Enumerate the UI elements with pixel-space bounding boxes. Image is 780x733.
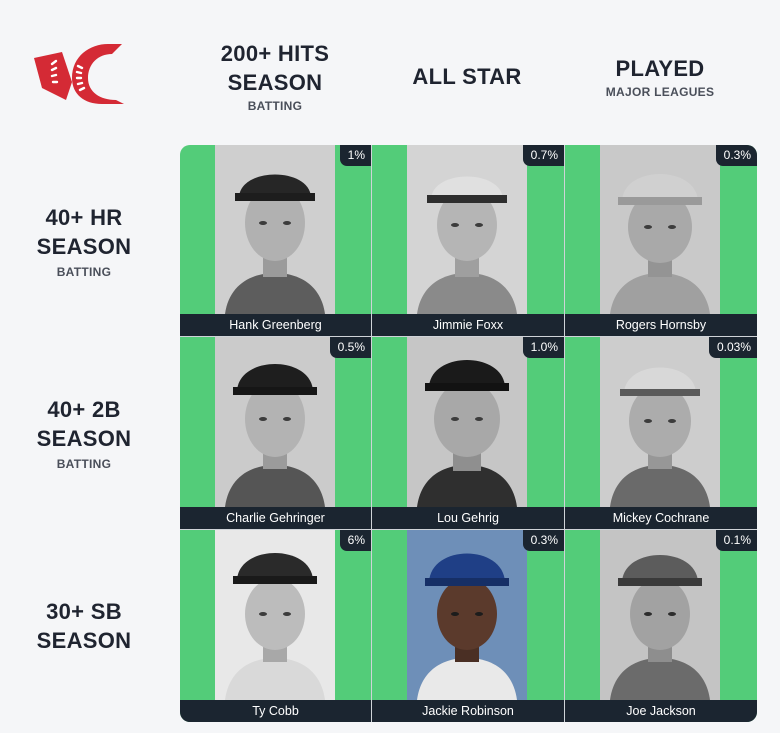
grid-cell-r3-c3[interactable]: 0.1% Joe Jackson: [565, 530, 757, 722]
grid-cell-r1-c2[interactable]: 0.7% Jimmie Foxx: [372, 145, 564, 336]
player-name: Jimmie Foxx: [372, 314, 564, 336]
player-name: Hank Greenberg: [180, 314, 371, 336]
player-photo: [407, 337, 527, 507]
rarity-percent: 1%: [339, 145, 371, 166]
rarity-percent: 0.1%: [715, 530, 757, 551]
player-name: Joe Jackson: [565, 700, 757, 722]
column-header-2-title: ALL STAR: [412, 63, 522, 89]
column-header-1-title: 200+ HITS SEASON: [220, 41, 330, 95]
grid-cell-r3-c1[interactable]: 6% Ty Cobb: [180, 530, 371, 722]
player-photo: [407, 530, 527, 700]
column-header-3-subtitle: MAJOR LEAGUES: [605, 84, 715, 99]
rarity-percent: 6%: [339, 530, 371, 551]
player-name: Jackie Robinson: [372, 700, 564, 722]
answer-grid: 1% Hank Greenberg 0.7% Jimmie Foxx: [180, 145, 757, 722]
rarity-percent: 0.3%: [715, 145, 757, 166]
player-photo: [215, 530, 335, 700]
player-photo: [600, 530, 720, 700]
row-header-1: 40+ HR SEASON BATTING: [0, 145, 168, 336]
column-header-1-subtitle: BATTING: [247, 99, 303, 113]
grid-cell-r1-c1[interactable]: 1% Hank Greenberg: [180, 145, 371, 336]
player-name: Ty Cobb: [180, 700, 371, 722]
row-header-3: 30+ SB SEASON: [0, 530, 168, 722]
player-photo: [215, 145, 335, 314]
rarity-percent: 0.03%: [708, 337, 757, 358]
row-header-1-title: 40+ HR SEASON: [36, 204, 132, 259]
column-header-2: ALL STAR: [372, 30, 562, 122]
column-header-3-title: PLAYED: [615, 55, 705, 81]
rarity-percent: 1.0%: [522, 337, 564, 358]
player-name: Mickey Cochrane: [565, 507, 757, 529]
player-name: Charlie Gehringer: [180, 507, 371, 529]
player-photo: [407, 145, 527, 314]
row-header-2: 40+ 2B SEASON BATTING: [0, 337, 168, 529]
grid-cell-r2-c1[interactable]: 0.5% Charlie Gehringer: [180, 337, 371, 529]
row-header-3-title: 30+ SB SEASON: [36, 599, 132, 653]
column-header-3: PLAYED MAJOR LEAGUES: [565, 30, 755, 122]
rarity-percent: 0.5%: [329, 337, 371, 358]
player-name: Rogers Hornsby: [565, 314, 757, 336]
rarity-percent: 0.7%: [522, 145, 564, 166]
row-header-1-subtitle: BATTING: [56, 264, 112, 279]
player-photo: [215, 337, 335, 507]
grid-cell-r3-c2[interactable]: 0.3% Jackie Robinson: [372, 530, 564, 722]
grid-cell-r2-c3[interactable]: 0.03% Mickey Cochrane: [565, 337, 757, 529]
player-photo: [600, 337, 720, 507]
baseball-logo-icon[interactable]: [32, 38, 128, 106]
rarity-percent: 0.3%: [522, 530, 564, 551]
player-name: Lou Gehrig: [372, 507, 564, 529]
row-header-2-subtitle: BATTING: [56, 457, 112, 471]
column-header-1: 200+ HITS SEASON BATTING: [180, 30, 370, 122]
player-photo: [600, 145, 720, 314]
grid-cell-r2-c2[interactable]: 1.0% Lou Gehrig: [372, 337, 564, 529]
grid-cell-r1-c3[interactable]: 0.3% Rogers Hornsby: [565, 145, 757, 336]
row-header-2-title: 40+ 2B SEASON: [36, 397, 132, 451]
